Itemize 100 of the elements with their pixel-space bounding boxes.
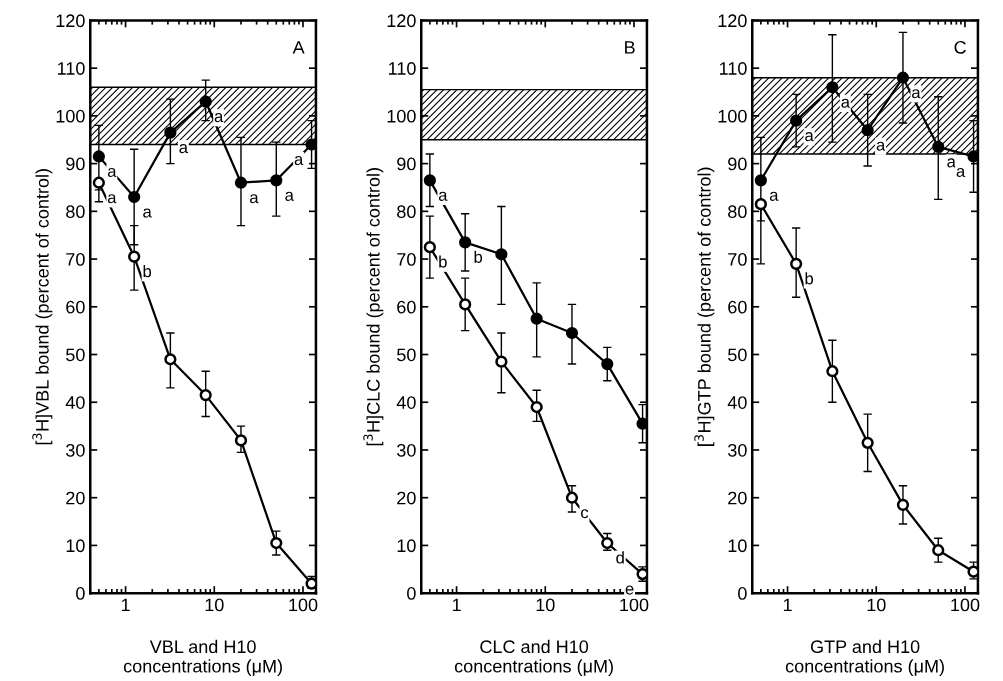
annotation: a xyxy=(769,191,779,201)
y-tick-label: 30 xyxy=(728,443,747,457)
y-axis-title: [$^{3}$H]CLC bound (percent of control) xyxy=(363,168,384,446)
point xyxy=(530,400,543,414)
y-tick-label: 120 xyxy=(718,14,747,28)
point xyxy=(530,312,543,325)
y-tick-label: 100 xyxy=(387,109,416,123)
y-tick-label: 60 xyxy=(397,300,416,314)
y-tick-label: 50 xyxy=(397,348,416,362)
y-axis-title: [$^{3}$H]GTP bound (percent of control) xyxy=(694,167,715,446)
annotation: b xyxy=(439,255,447,268)
annotation: b xyxy=(805,272,814,285)
annotation: A xyxy=(292,41,305,54)
x-axis-title: CLC and H10 concentrations (μM) xyxy=(454,639,613,677)
x-tick-label: 10 xyxy=(536,598,555,612)
y-tick-label: 20 xyxy=(728,491,747,505)
point xyxy=(270,536,283,550)
point xyxy=(128,190,141,204)
point xyxy=(565,326,579,340)
x-tick-label: 1 xyxy=(452,598,461,612)
y-tick-label: 100 xyxy=(56,109,85,123)
y-tick-label: 120 xyxy=(387,14,416,28)
point xyxy=(861,436,874,449)
y-tick-label: 120 xyxy=(56,14,85,28)
y-tick-label: 80 xyxy=(397,205,416,219)
y-tick-label: 40 xyxy=(727,396,747,409)
point xyxy=(636,417,647,430)
y-tick-label: 10 xyxy=(66,539,85,553)
point xyxy=(565,491,579,504)
y-tick-label: 90 xyxy=(66,157,85,171)
x-tick-label: 100 xyxy=(620,598,649,612)
y-tick-label: 0 xyxy=(738,587,747,600)
point xyxy=(92,176,105,189)
point xyxy=(199,388,212,402)
y-axis-title: [$^{3}$H]VBL bound (percent of control) xyxy=(32,169,53,445)
y-tick-label: 70 xyxy=(728,253,747,266)
y-tick-label: 100 xyxy=(718,109,747,123)
y-tick-label: 50 xyxy=(728,348,747,362)
annotation: a xyxy=(805,132,814,142)
y-tick-label: 80 xyxy=(66,205,85,219)
point xyxy=(790,257,803,270)
annotation: a xyxy=(214,113,224,123)
point xyxy=(199,95,212,108)
point xyxy=(234,176,248,189)
point xyxy=(423,241,436,254)
x-tick-label: 1 xyxy=(783,598,792,612)
annotation: a xyxy=(912,89,921,99)
y-tick-label: 80 xyxy=(728,205,747,219)
annotation: a xyxy=(956,167,966,178)
point xyxy=(932,544,945,557)
point xyxy=(790,114,803,127)
point xyxy=(164,126,177,139)
y-tick-label: 70 xyxy=(397,253,416,266)
point xyxy=(495,248,508,261)
y-tick-label: 0 xyxy=(407,587,416,600)
point xyxy=(270,174,283,187)
point xyxy=(305,138,316,151)
x-tick-label: 10 xyxy=(867,598,886,612)
point xyxy=(967,150,978,163)
annotation: a xyxy=(285,191,294,201)
x-tick-label: 100 xyxy=(951,598,980,612)
y-tick-label: 40 xyxy=(396,396,416,409)
annotation: b xyxy=(143,265,152,278)
point xyxy=(495,355,508,368)
point xyxy=(459,298,472,311)
point xyxy=(164,353,177,366)
point xyxy=(423,174,436,187)
y-tick-label: 10 xyxy=(728,539,747,553)
point xyxy=(967,565,978,578)
x-tick-label: 100 xyxy=(289,598,318,612)
annotation: a xyxy=(107,194,117,204)
y-tick-label: 110 xyxy=(388,62,416,75)
point xyxy=(826,365,839,378)
point xyxy=(754,174,767,187)
y-tick-label: 10 xyxy=(397,539,416,553)
y-tick-label: 30 xyxy=(397,443,416,457)
point xyxy=(601,357,614,371)
point xyxy=(861,124,874,137)
y-tick-label: 20 xyxy=(66,491,85,505)
annotation: a xyxy=(179,144,188,154)
point xyxy=(234,434,248,447)
point xyxy=(459,236,472,249)
annotation: a xyxy=(876,141,886,151)
annotation: e xyxy=(625,585,634,595)
annotation: a xyxy=(143,208,152,218)
y-tick-label: 110 xyxy=(58,62,85,75)
point xyxy=(754,198,767,211)
y-tick-label: 70 xyxy=(66,253,85,266)
x-tick-label: 1 xyxy=(121,598,130,612)
annotation: a xyxy=(438,191,448,201)
annotation: a xyxy=(107,167,117,178)
y-tick-label: 50 xyxy=(66,348,85,362)
point xyxy=(896,71,910,84)
annotation: b xyxy=(474,250,483,263)
y-tick-label: 110 xyxy=(719,62,747,75)
point xyxy=(92,150,105,163)
point xyxy=(932,140,945,154)
annotation: C xyxy=(954,40,966,54)
x-axis-title: GTP and H10 concentrations (μM) xyxy=(785,639,944,677)
y-tick-label: 90 xyxy=(397,157,416,171)
